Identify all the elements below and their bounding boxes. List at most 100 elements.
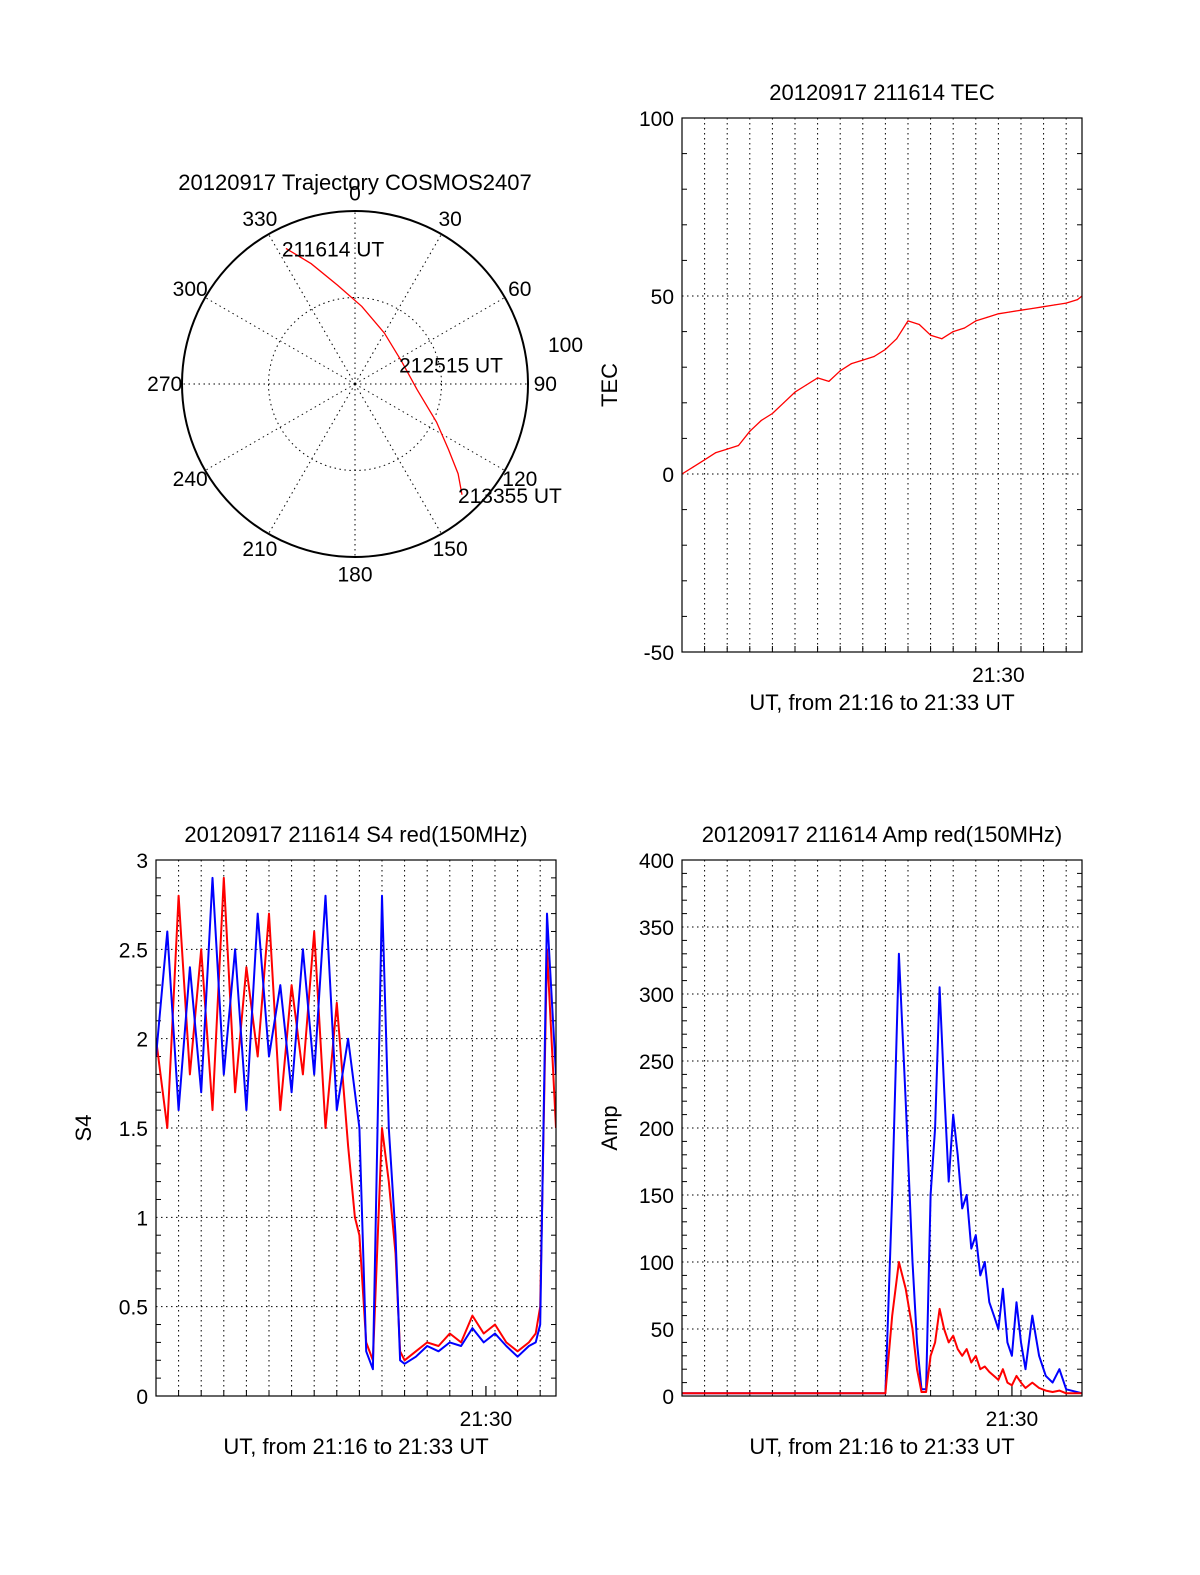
tec-point-red [715,452,717,454]
s4-point-red [177,895,180,897]
amp-point-blue [891,1194,893,1196]
tec-point-red [771,412,773,415]
tec-point-red [828,380,830,383]
s4-ytick-label: 2.5 [119,939,148,962]
amp-ylabel: Amp [597,1105,622,1150]
s4-point-red [516,1350,519,1352]
amp-point-blue [984,1261,986,1263]
s4-point-blue [394,1234,397,1236]
s4-point-blue [449,1341,451,1343]
tec-ytick-label: -50 [644,642,674,665]
amp-point-red [1065,1392,1067,1394]
s4-point-red [290,984,293,986]
amp-point-red [934,1341,936,1343]
s4-point-red [403,1359,406,1361]
s4-point-red [347,1145,349,1147]
amp-point-red [1052,1391,1054,1393]
s4-point-blue [302,948,304,950]
tec-point-red [975,320,977,322]
amp-point-red [916,1368,918,1370]
s4-point-red [200,948,202,950]
amp-point-blue [1011,1355,1013,1357]
amp-point-red [1002,1368,1004,1370]
amp-point-red [920,1391,923,1393]
s4-panel: 20120917 211614 S4 red(150MHz) 0 0.5 1 1.5 2 2… [71,822,557,1459]
amp-frame [681,859,1083,1397]
amp-point-blue [957,1154,959,1156]
s4-point-blue [211,877,214,879]
polar-angle-label-30: 30 [438,208,461,231]
s4-point-red [354,1216,356,1218]
amp-point-blue [993,1315,995,1317]
amp-panel: 20120917 211614 Amp red(150MHz) 0 50 100 150… [597,822,1083,1459]
s4-xtick-label: 21:30 [460,1408,513,1431]
tec-point-red [1031,307,1033,310]
tec-series-red [682,295,1082,475]
amp-point-blue [961,1207,963,1209]
polar-spoke-300 [204,297,356,385]
s4-point-blue [535,1341,537,1343]
trajectory-angle-labels: 0 30 60 90 120 150 180 210 240 270 300 330 100 [147,183,583,587]
amp-point-red [952,1335,954,1337]
s4-point-red [528,1341,530,1343]
amp-ytick-label: 400 [639,850,674,873]
s4-point-blue [494,1332,496,1335]
s4-frame [155,859,557,1397]
amp-point-blue [911,1261,914,1263]
s4-ylabel: S4 [71,1115,96,1142]
s4-ytick-label: 1.5 [119,1118,148,1141]
amp-ytick-label: 50 [651,1319,674,1342]
amp-point-red [816,1392,819,1394]
s4-point-blue [245,1109,247,1111]
amp-point-red [925,1391,927,1393]
s4-point-blue [539,1323,541,1326]
amp-point-red [1011,1384,1013,1386]
amp-point-blue [1045,1375,1047,1377]
polar-spoke-30 [354,233,442,385]
amp-point-blue [1015,1301,1018,1303]
tec-xtick-label: 21:30 [972,664,1025,687]
amp-point-blue [952,1114,954,1116]
s4-ytick-label: 0 [136,1386,148,1409]
s4-point-blue [347,1038,349,1040]
tec-point-red [850,363,853,365]
s4-point-blue [372,1368,374,1370]
polar-angle-label-210: 210 [242,538,277,561]
s4-point-red [223,877,225,879]
amp-point-blue [916,1341,918,1343]
tec-point-red [1054,304,1056,306]
trajectory-line [285,247,463,495]
tec-ytick-label: 50 [651,286,674,309]
amp-point-red [884,1392,886,1394]
amp-point-red [1058,1390,1061,1392]
s4-point-red [245,966,247,968]
s4-point-blue [415,1356,417,1358]
tec-point-red [816,377,819,379]
amp-point-red [961,1355,963,1357]
s4-point-red [426,1341,428,1343]
s4-series [156,876,556,1371]
s4-point-red [324,1127,327,1129]
s4-title: 20120917 211614 S4 red(150MHz) [184,822,527,847]
tec-point-red [737,444,740,447]
tec-point-red [1009,311,1011,313]
polar-radius-label: 100 [548,334,583,357]
amp-point-blue [1031,1315,1033,1317]
s4-point-blue [403,1363,406,1365]
amp-point-blue [966,1194,968,1196]
s4-point-blue [483,1341,485,1343]
amp-point-red [997,1379,999,1381]
tec-point-red [703,459,706,461]
amp-ytick-label: 0 [662,1386,674,1409]
s4-point-blue [313,1073,315,1075]
s4-point-blue [200,1091,202,1093]
tec-point-red [929,334,932,336]
s4-point-red [268,913,270,915]
amp-ytick-label: 250 [639,1051,674,1074]
amp-point-blue [898,953,900,955]
amp-point-blue [979,1274,981,1276]
s4-point-blue [516,1356,519,1358]
polar-spoke-330 [268,233,356,385]
tec-point-red [794,391,796,393]
s4-point-blue [505,1345,507,1347]
